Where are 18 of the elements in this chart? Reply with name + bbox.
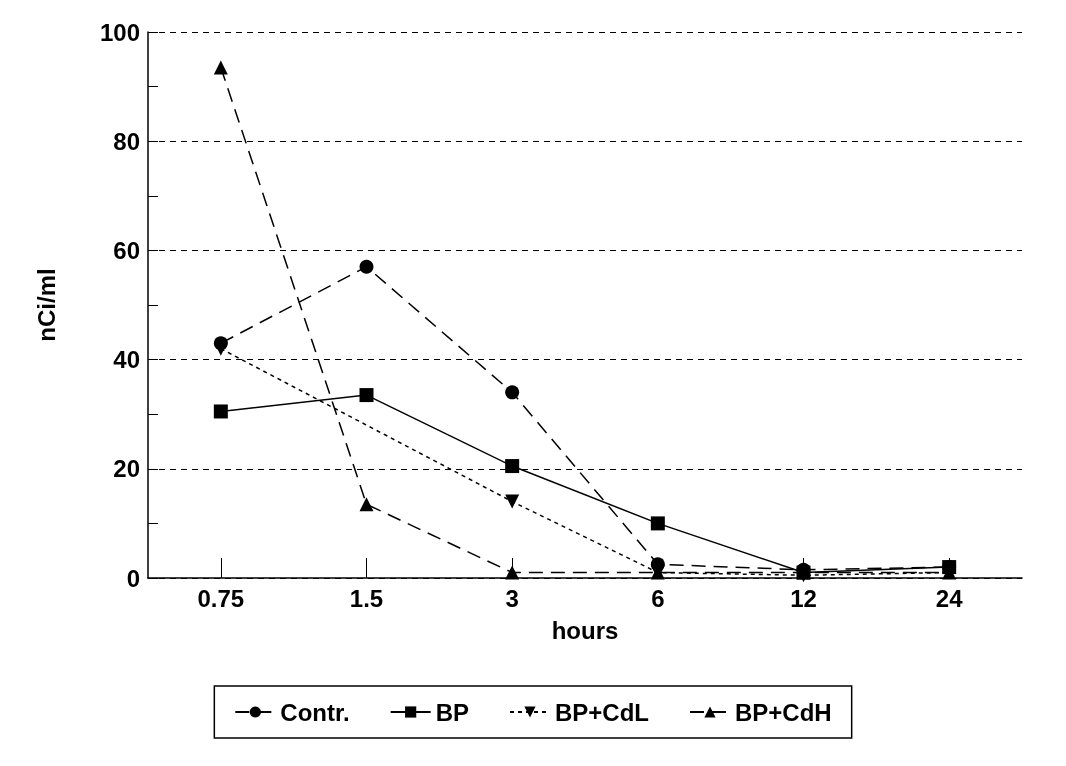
x-tick-label: 24 xyxy=(935,584,964,612)
y-tick-label: 100 xyxy=(99,18,140,46)
x-axis-title: hours xyxy=(551,616,619,644)
x-tick-label: 0.75 xyxy=(197,584,245,612)
x-tick-label: 6 xyxy=(651,584,665,612)
x-tick-label: 12 xyxy=(790,584,817,612)
y-tick-label: 60 xyxy=(113,236,140,264)
x-tick-label: 1.5 xyxy=(349,584,384,612)
y-tick-label: 40 xyxy=(113,346,140,374)
y-tick-label: 0 xyxy=(126,564,140,592)
legend-label: BP xyxy=(435,698,469,726)
y-tick-label: 80 xyxy=(113,127,140,155)
x-tick-label: 3 xyxy=(505,584,519,612)
legend-label: Contr. xyxy=(280,698,350,726)
legend-label: BP+CdH xyxy=(735,698,832,726)
y-tick-label: 20 xyxy=(113,455,140,483)
y-axis-title: nCi/ml xyxy=(32,268,60,342)
legend-label: BP+CdL xyxy=(554,698,650,726)
